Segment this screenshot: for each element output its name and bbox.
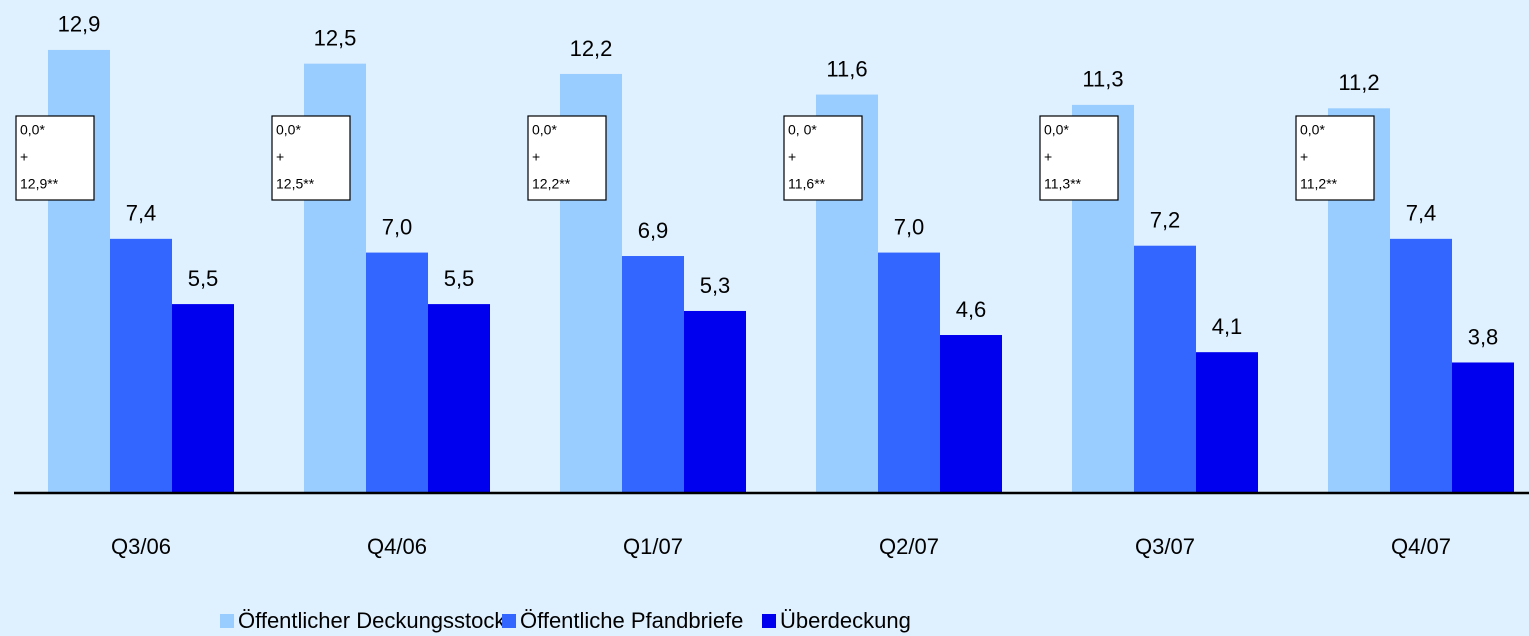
annotation: 12,5** xyxy=(276,176,315,192)
x-tick-label: Q3/07 xyxy=(1135,534,1195,559)
annotation: + xyxy=(20,149,28,165)
bar xyxy=(684,310,746,493)
annotation-box xyxy=(1039,115,1119,201)
bar xyxy=(172,304,234,493)
data-label: 12,9 xyxy=(58,12,101,37)
data-label: 7,4 xyxy=(126,201,157,226)
bar xyxy=(1390,238,1452,493)
annotation: 0,0* xyxy=(532,122,557,138)
x-tick-label: Q3/06 xyxy=(111,534,171,559)
annotation-box xyxy=(1295,115,1375,201)
plot xyxy=(48,49,1514,494)
data-label: 12,5 xyxy=(314,25,357,50)
annotation: + xyxy=(1300,149,1308,165)
data-label: 5,3 xyxy=(700,273,731,298)
legend-swatch xyxy=(502,614,516,628)
bar xyxy=(1196,352,1258,493)
bar xyxy=(366,252,428,493)
annotation: + xyxy=(532,149,540,165)
legend-label: Überdeckung xyxy=(780,608,911,633)
data-label: 7,0 xyxy=(382,214,413,239)
annotation: 12,2** xyxy=(532,176,571,192)
data-label: 11,3 xyxy=(1082,67,1123,92)
annotation: + xyxy=(788,149,796,165)
annotation-box xyxy=(527,115,607,201)
x-tick-label: Q2/07 xyxy=(879,534,939,559)
x-tick-label: Q4/07 xyxy=(1391,534,1451,559)
data-label: 12,2 xyxy=(570,36,613,61)
x-tick-label: Q1/07 xyxy=(623,534,683,559)
legend-label: Öffentliche Pfandbriefe xyxy=(520,608,743,633)
annotation: 11,2** xyxy=(1300,176,1338,192)
data-label: 7,4 xyxy=(1406,201,1437,226)
bar xyxy=(1134,245,1196,493)
legend-swatch xyxy=(220,614,234,628)
legend-swatch xyxy=(762,614,776,628)
annotation: 0,0* xyxy=(276,122,301,138)
annotation: 12,9** xyxy=(20,176,59,192)
bar xyxy=(110,238,172,493)
data-label: 7,2 xyxy=(1150,208,1181,233)
data-label: 11,6 xyxy=(826,56,867,81)
data-label: 5,5 xyxy=(444,266,475,291)
annotation: 11,3** xyxy=(1044,176,1082,192)
data-label: 5,5 xyxy=(188,266,219,291)
data-label: 4,1 xyxy=(1212,314,1243,339)
annotation: 11,6** xyxy=(788,176,826,192)
bar xyxy=(878,252,940,493)
bar xyxy=(622,256,684,493)
data-label: 11,2 xyxy=(1338,70,1379,95)
annotation-box xyxy=(783,115,863,201)
legend-label: Öffentlicher Deckungsstock xyxy=(238,608,506,633)
annotation: 0, 0* xyxy=(788,122,817,138)
data-label: 6,9 xyxy=(638,218,669,243)
data-label: 4,6 xyxy=(956,297,987,322)
annotation: 0,0* xyxy=(1300,122,1325,138)
annotation: + xyxy=(276,149,284,165)
bar xyxy=(1452,362,1514,493)
bar xyxy=(428,304,490,493)
annotation: 0,0* xyxy=(1044,122,1069,138)
bar xyxy=(940,335,1002,493)
annotation-box xyxy=(15,115,95,201)
annotation: 0,0* xyxy=(20,122,45,138)
data-label: 7,0 xyxy=(894,214,925,239)
annotation-box xyxy=(271,115,351,201)
x-tick-label: Q4/06 xyxy=(367,534,427,559)
data-label: 3,8 xyxy=(1468,324,1499,349)
annotation: + xyxy=(1044,149,1052,165)
